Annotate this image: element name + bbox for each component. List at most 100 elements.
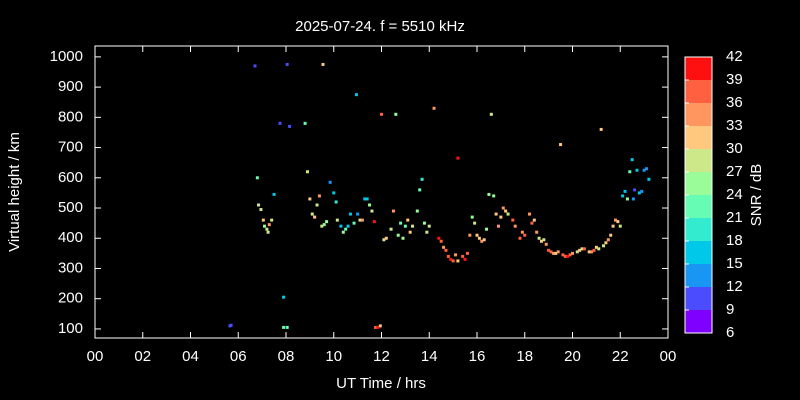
data-point — [556, 250, 560, 254]
data-point — [563, 254, 567, 258]
data-point — [442, 245, 446, 249]
data-point — [554, 251, 558, 255]
data-point — [341, 230, 345, 234]
data-point — [647, 177, 651, 181]
data-point — [631, 197, 635, 201]
data-point — [305, 170, 309, 174]
y-tick-label: 1000 — [50, 48, 83, 65]
data-point — [391, 209, 395, 213]
data-point — [432, 106, 436, 110]
data-point — [325, 220, 329, 224]
data-point — [606, 238, 610, 242]
colorbar-tick-label: 36 — [726, 94, 743, 111]
colorbar-band — [685, 310, 712, 333]
data-point — [628, 170, 632, 174]
colorbar-band — [685, 80, 712, 103]
y-tick-label: 600 — [58, 169, 83, 186]
data-point — [282, 295, 286, 299]
data-point — [551, 251, 555, 255]
data-point — [303, 121, 307, 125]
data-point — [427, 224, 431, 228]
data-point — [613, 218, 617, 222]
data-point — [415, 209, 419, 213]
data-point — [439, 239, 443, 243]
y-tick-label: 700 — [58, 139, 83, 156]
data-point — [465, 251, 469, 255]
data-point — [511, 218, 515, 222]
data-point — [320, 224, 324, 228]
data-point — [444, 248, 448, 252]
x-tick-label: 18 — [516, 348, 533, 365]
data-point — [334, 200, 338, 204]
data-point — [618, 224, 622, 228]
data-point — [380, 112, 383, 116]
data-point — [480, 239, 484, 243]
data-point — [308, 197, 312, 201]
data-point — [382, 238, 386, 242]
data-point — [504, 209, 508, 213]
colorbar-tick-label: 42 — [726, 48, 743, 65]
data-point — [425, 230, 429, 234]
data-point — [549, 250, 553, 254]
data-point — [420, 177, 424, 181]
data-point — [399, 221, 403, 225]
colorbar-tick-label: 12 — [726, 278, 743, 295]
data-point — [322, 223, 326, 227]
data-point — [575, 250, 579, 254]
data-point — [313, 215, 317, 219]
data-point — [475, 233, 479, 237]
data-point — [544, 242, 548, 246]
data-point — [611, 224, 615, 228]
data-point — [310, 212, 314, 216]
y-tick-label: 900 — [58, 78, 83, 95]
data-point — [449, 257, 453, 261]
data-point — [506, 212, 510, 216]
data-point — [501, 206, 505, 210]
data-point — [352, 221, 356, 225]
data-point — [470, 215, 474, 219]
data-point — [592, 248, 596, 252]
data-point — [645, 167, 649, 171]
data-point — [518, 236, 522, 240]
data-point — [463, 257, 467, 261]
x-tick-label: 08 — [278, 348, 295, 365]
colorbar-tick-label: 27 — [726, 163, 743, 180]
data-point — [332, 191, 336, 195]
data-point — [389, 227, 393, 231]
colorbar-tick-label: 18 — [726, 232, 743, 249]
data-point — [499, 215, 503, 219]
data-point — [354, 93, 358, 97]
data-point — [360, 218, 364, 222]
data-point — [485, 227, 489, 231]
data-point — [411, 224, 415, 228]
data-point — [335, 218, 339, 222]
data-point — [633, 188, 637, 192]
data-point — [422, 221, 426, 225]
data-point — [530, 221, 534, 225]
data-point — [446, 254, 450, 258]
chart-title: 2025-07-24. f = 5510 kHz — [295, 18, 465, 35]
data-point — [578, 248, 582, 252]
x-tick-label: 06 — [230, 348, 247, 365]
data-point — [604, 241, 608, 245]
data-point — [456, 156, 460, 160]
y-tick-label: 800 — [58, 108, 83, 125]
data-point — [356, 212, 360, 216]
colorbar-tick-label: 30 — [726, 140, 743, 157]
data-point — [609, 233, 613, 237]
colorbar-band — [685, 287, 712, 310]
data-point — [625, 197, 629, 201]
data-point — [394, 112, 398, 116]
data-point — [535, 230, 539, 234]
data-point — [532, 218, 536, 222]
data-point — [339, 224, 343, 228]
data-point — [266, 230, 270, 234]
data-point — [370, 209, 374, 213]
colorbar-tick-label: 39 — [726, 71, 743, 88]
data-point — [477, 236, 481, 240]
data-point — [623, 189, 627, 193]
y-axis-title: Virtual height / km — [6, 132, 23, 252]
data-point — [406, 218, 410, 222]
colorbar-tick-label: 15 — [726, 255, 743, 272]
